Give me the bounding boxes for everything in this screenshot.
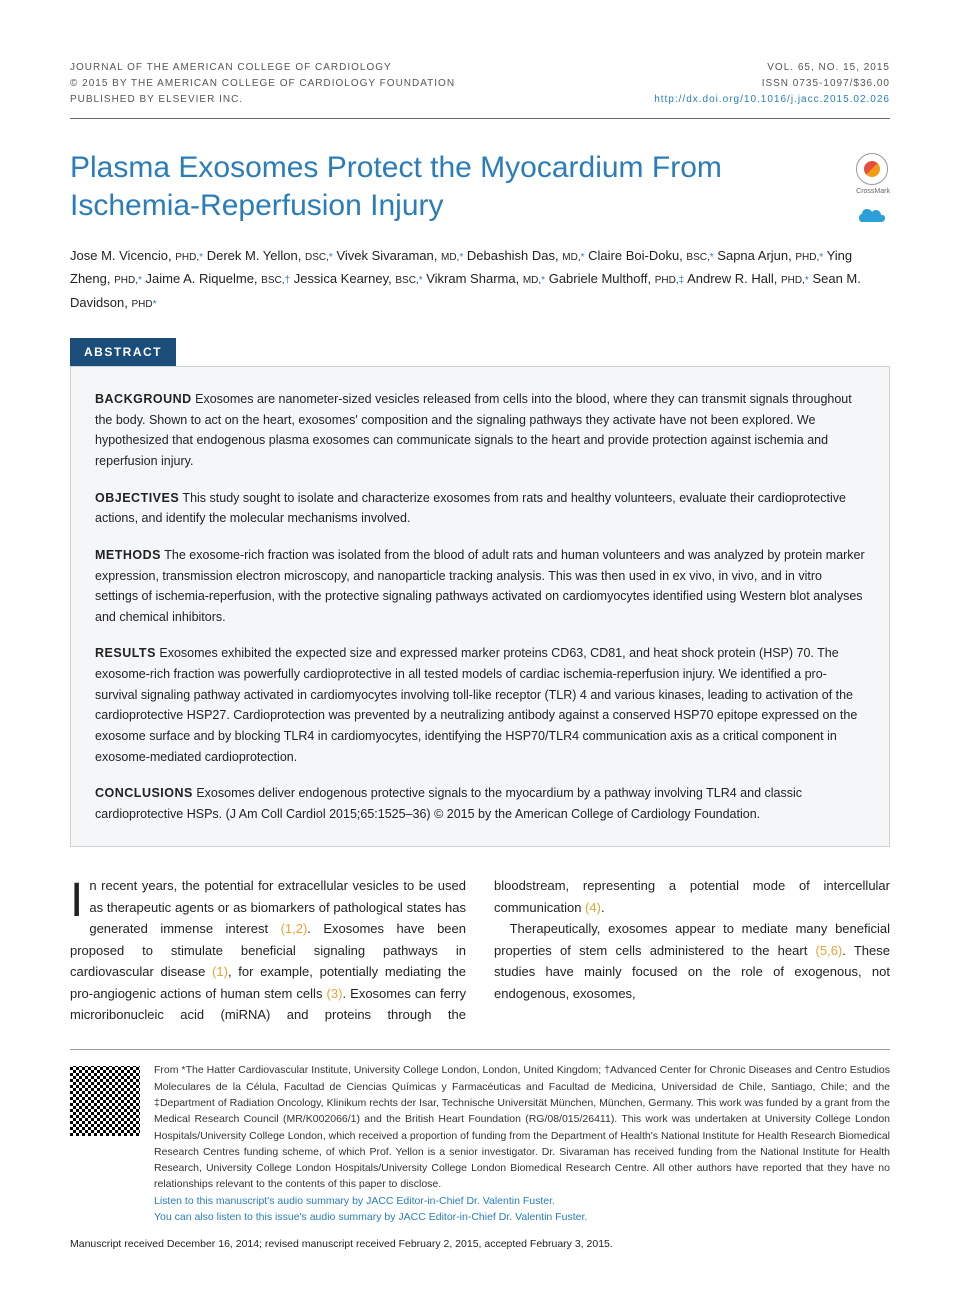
title-icons: CrossMark [856, 149, 890, 226]
abstract-section: RESULTS Exosomes exhibited the expected … [95, 643, 865, 767]
abstract-section: METHODS The exosome-rich fraction was is… [95, 545, 865, 628]
ref-link[interactable]: (1) [212, 964, 228, 979]
author: Jose M. Vicencio, PHD,* [70, 248, 207, 263]
author: Gabriele Multhoff, PHD,‡ [549, 271, 687, 286]
abstract-section: BACKGROUND Exosomes are nanometer-sized … [95, 389, 865, 472]
dropcap: I [70, 875, 89, 922]
issn-line: ISSN 0735-1097/$36.00 [654, 76, 890, 92]
abstract-section: OBJECTIVES This study sought to isolate … [95, 488, 865, 529]
authors-list: Jose M. Vicencio, PHD,* Derek M. Yellon,… [70, 244, 890, 314]
footer-block: From *The Hatter Cardiovascular Institut… [70, 1062, 890, 1225]
manuscript-dates: Manuscript received December 16, 2014; r… [70, 1237, 890, 1253]
crossmark-label: CrossMark [856, 187, 890, 198]
doi-link[interactable]: http://dx.doi.org/10.1016/j.jacc.2015.02… [654, 94, 890, 105]
author: Sapna Arjun, PHD,* [717, 248, 826, 263]
body-text: In recent years, the potential for extra… [70, 875, 890, 1025]
ref-link[interactable]: (4) [585, 900, 601, 915]
abstract-box: BACKGROUND Exosomes are nanometer-sized … [70, 366, 890, 847]
listen-link-1[interactable]: Listen to this manuscript's audio summar… [154, 1195, 555, 1207]
ref-link[interactable]: (3) [327, 986, 343, 1001]
publisher-line: PUBLISHED BY ELSEVIER INC. [70, 92, 455, 108]
header-rule [70, 118, 890, 119]
header-right: VOL. 65, NO. 15, 2015 ISSN 0735-1097/$36… [654, 60, 890, 108]
author: Debashish Das, MD,* [467, 248, 588, 263]
abstract-header-container: ABSTRACT [70, 338, 890, 366]
ref-link[interactable]: (5,6) [816, 943, 843, 958]
vol-issue: VOL. 65, NO. 15, 2015 [654, 60, 890, 76]
author: Jessica Kearney, BSC,* [294, 271, 427, 286]
ref-link[interactable]: (1,2) [281, 921, 308, 936]
crossmark-icon [856, 153, 888, 185]
author: Andrew R. Hall, PHD,* [687, 271, 812, 286]
affiliations-text: From *The Hatter Cardiovascular Institut… [154, 1064, 890, 1190]
body-para-2: Therapeutically, exosomes appear to medi… [494, 918, 890, 1004]
article-title: Plasma Exosomes Protect the Myocardium F… [70, 149, 844, 224]
abstract-section: CONCLUSIONS Exosomes deliver endogenous … [95, 783, 865, 824]
abstract-header: ABSTRACT [70, 338, 176, 366]
header-left: JOURNAL OF THE AMERICAN COLLEGE OF CARDI… [70, 60, 455, 108]
header-top: JOURNAL OF THE AMERICAN COLLEGE OF CARDI… [70, 60, 890, 108]
journal-name: JOURNAL OF THE AMERICAN COLLEGE OF CARDI… [70, 60, 455, 76]
author: Vivek Sivaraman, MD,* [336, 248, 466, 263]
listen-link-2[interactable]: You can also listen to this issue's audi… [154, 1211, 587, 1223]
author: Jaime A. Riquelme, BSC,† [146, 271, 294, 286]
author: Vikram Sharma, MD,* [426, 271, 548, 286]
footer-rule [70, 1049, 890, 1050]
title-row: Plasma Exosomes Protect the Myocardium F… [70, 149, 890, 244]
affiliations-block: From *The Hatter Cardiovascular Institut… [154, 1062, 890, 1225]
author: Derek M. Yellon, DSC,* [207, 248, 337, 263]
audio-cloud-icon[interactable] [859, 206, 887, 226]
author: Claire Boi-Doku, BSC,* [588, 248, 717, 263]
copyright-line: © 2015 BY THE AMERICAN COLLEGE OF CARDIO… [70, 76, 455, 92]
qr-code-icon[interactable] [70, 1066, 140, 1136]
crossmark-container[interactable]: CrossMark [856, 153, 890, 198]
